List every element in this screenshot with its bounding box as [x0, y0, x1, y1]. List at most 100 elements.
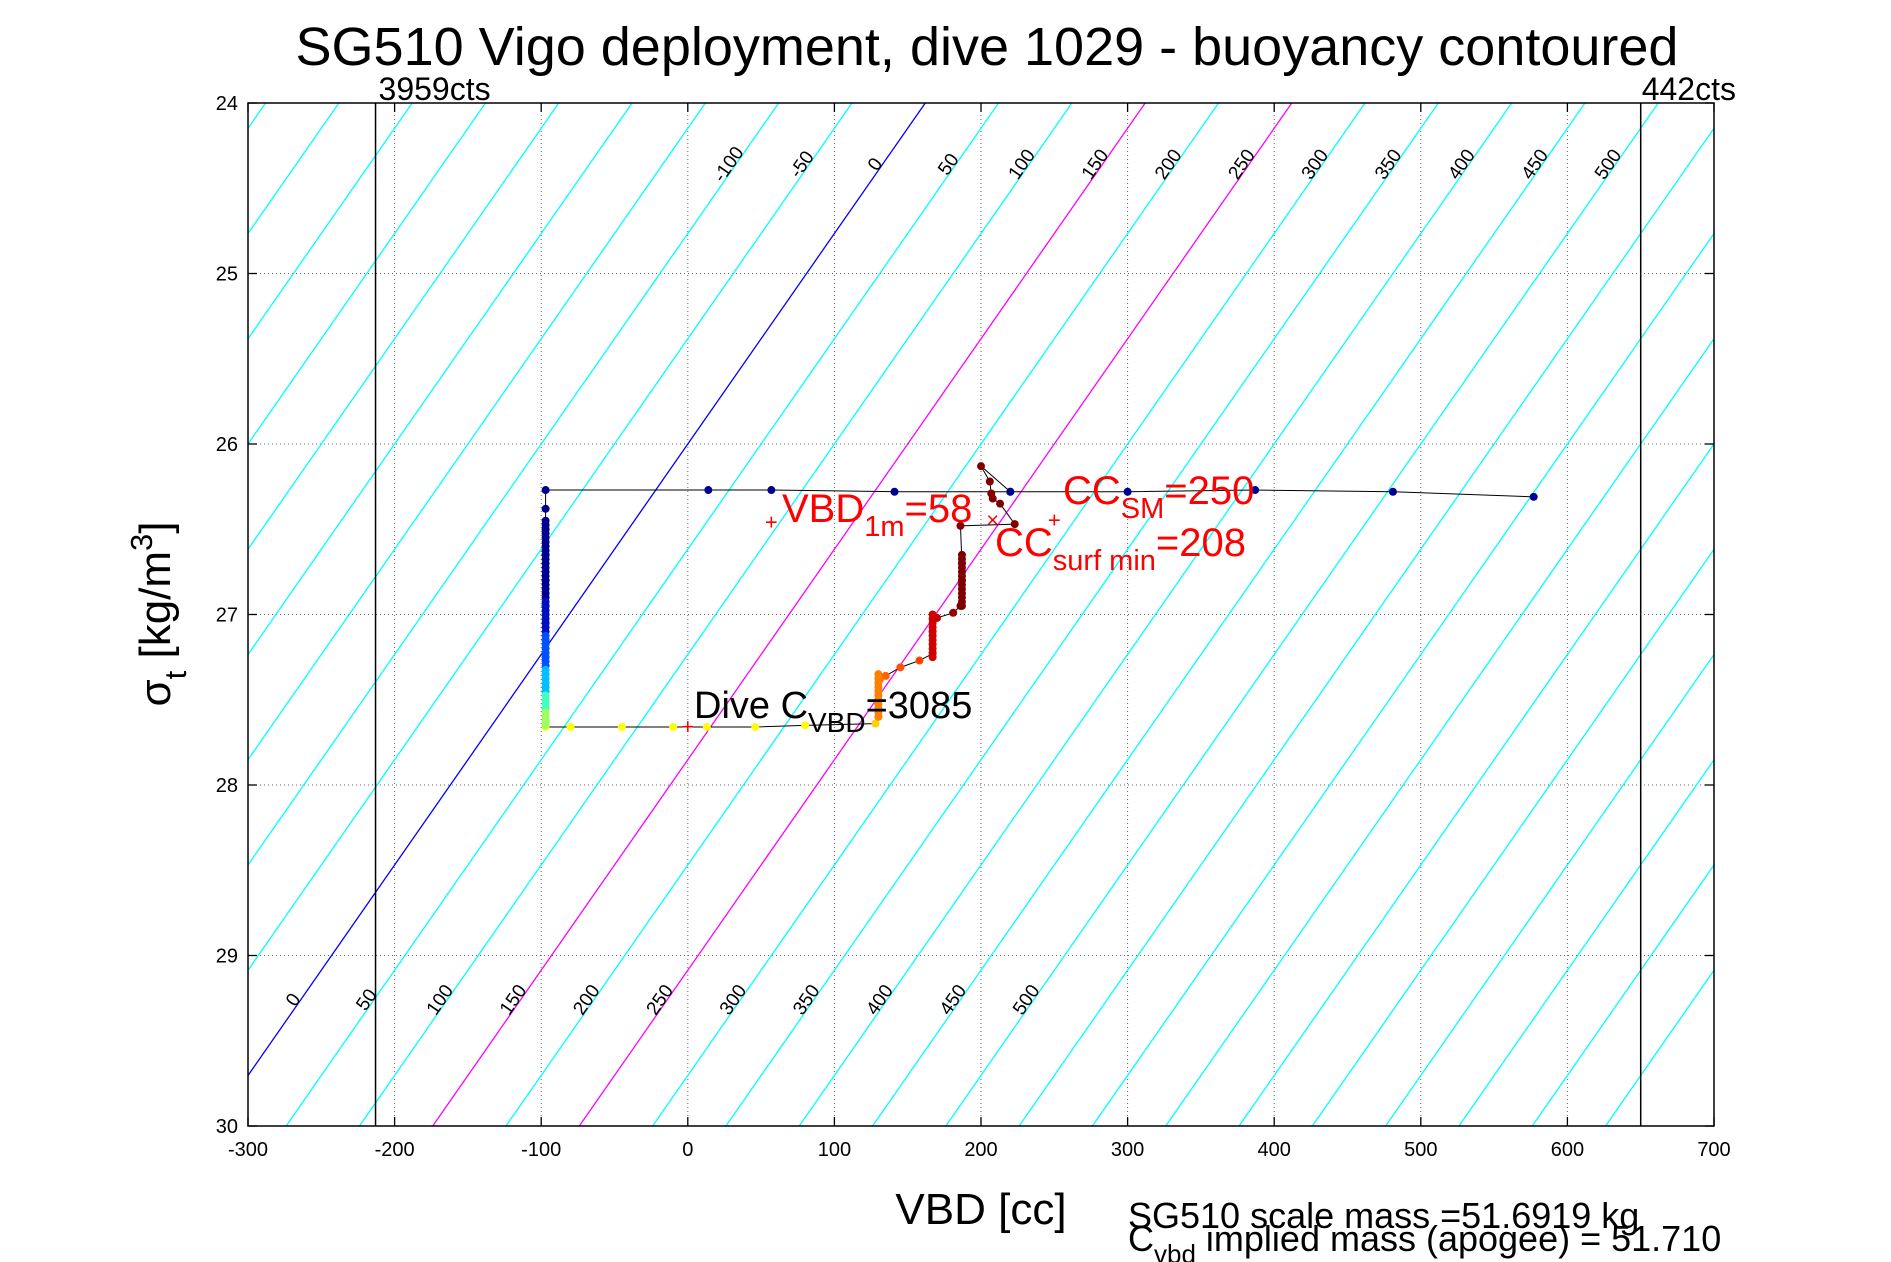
contour-label: 450: [936, 981, 971, 1019]
data-point: [957, 601, 966, 610]
annotation-ccsurf-prefix: CC: [995, 521, 1053, 565]
contour-label: -100: [710, 143, 749, 186]
contour-line: [798, 103, 1513, 1126]
contour-line: [285, 103, 1000, 1126]
annotation-ccsm-value: =250: [1164, 469, 1254, 513]
data-point: [1010, 520, 1019, 529]
data-point: [874, 712, 883, 721]
y-tick-label: 27: [216, 605, 238, 627]
contour-label: 150: [1078, 146, 1113, 184]
contour-line: [248, 103, 487, 446]
y-tick-label: 24: [216, 93, 238, 115]
contour-line: [248, 103, 780, 867]
contour-line: [1311, 548, 1714, 1126]
scale-mass-note: SG510 scale mass =51.6919 kg: [1128, 1195, 1639, 1236]
contour-line: [248, 103, 853, 972]
contour-line: [1238, 442, 1714, 1126]
annotation-ccsm-prefix: CC: [1063, 469, 1121, 513]
annotation-ccsm-sub: SM: [1121, 493, 1165, 525]
contour-line: [725, 103, 1439, 1126]
contour-line: [248, 103, 926, 1077]
x-tick-label: 400: [1258, 1139, 1291, 1161]
contour-lines: [0, 103, 1714, 1126]
data-point: [896, 663, 905, 672]
markers: + + × +: [681, 508, 1060, 739]
x-tick-label: 300: [1111, 1139, 1144, 1161]
annotation-dive-cvbd-prefix: Dive C: [694, 685, 808, 727]
data-point: [801, 721, 810, 730]
contour-line: [945, 103, 1659, 1126]
vbd-limit-lines: 3959cts 442cts: [374, 71, 1736, 1126]
annotation-ccsurf: CCsurf min=208: [995, 521, 1246, 577]
vbd-limit-label: 442cts: [1642, 71, 1736, 107]
contour-line: [871, 103, 1586, 1126]
x-tick-label: 100: [818, 1139, 851, 1161]
annotation-ccsm: CCSM=250: [1063, 469, 1254, 525]
data-point: [871, 719, 880, 728]
marker-plus: +: [1048, 508, 1061, 533]
data-point: [566, 723, 575, 732]
data-point: [1251, 486, 1260, 495]
contour-line: [1018, 127, 1714, 1126]
data-point: [1006, 487, 1015, 496]
x-tick-label: -100: [521, 1139, 561, 1161]
x-tick-label: 600: [1551, 1139, 1584, 1161]
contour-label: 50: [352, 985, 381, 1014]
data-point: [617, 723, 626, 732]
x-tick-label: 500: [1404, 1139, 1437, 1161]
contour-label: 350: [789, 981, 824, 1019]
data-point: [541, 486, 550, 495]
x-axis-label: VBD [cc]: [895, 1185, 1066, 1234]
vbd-limit-label: 3959cts: [379, 71, 491, 107]
y-axis-label: σt [kg/m3]: [124, 521, 193, 706]
contour-line: [358, 103, 1073, 1126]
contour-label: 300: [716, 981, 751, 1019]
contour-label: 50: [934, 150, 963, 179]
data-series: [541, 462, 1538, 732]
data-point: [704, 486, 713, 495]
contour-line: [1531, 863, 1714, 1126]
data-point: [541, 504, 550, 513]
marker-cross: ×: [986, 508, 999, 533]
contour-label: 500: [1009, 981, 1044, 1019]
data-point: [751, 723, 760, 732]
contour-label: 400: [863, 981, 898, 1019]
y-tick-label: 29: [216, 946, 238, 968]
contour-line: [505, 103, 1220, 1126]
contour-line: [0, 103, 46, 1126]
marker-plus: +: [765, 509, 778, 534]
data-point: [949, 608, 958, 617]
contour-line: [248, 103, 560, 551]
annotation-dive-cvbd: Dive CVBD=3085: [694, 685, 972, 738]
data-point: [890, 487, 899, 496]
contour-label: 100: [1005, 146, 1040, 184]
y-tick-label: 30: [216, 1116, 238, 1138]
contour-line: [652, 103, 1366, 1126]
data-point: [988, 494, 997, 503]
contour-label: 500: [1591, 146, 1626, 184]
data-point: [702, 723, 711, 732]
contour-label: 0: [864, 154, 887, 175]
y-axis-label-close: ]: [131, 521, 180, 533]
contour-line: [432, 103, 1146, 1126]
grid: [248, 103, 1714, 1126]
y-axis-label-sub: t: [158, 670, 193, 679]
data-point: [996, 499, 1005, 508]
annotation-vbd1m-value: =58: [905, 487, 973, 531]
data-point: [669, 723, 678, 732]
contour-line: [248, 103, 706, 761]
data-point: [1529, 492, 1538, 501]
y-tick-label: 26: [216, 434, 238, 456]
data-point: [1123, 487, 1132, 496]
contour-label: 200: [1151, 146, 1186, 184]
data-point: [767, 486, 776, 495]
contour-line: [1385, 653, 1714, 1126]
contour-label: -50: [786, 147, 819, 182]
implied-mass-sub: vbd: [1154, 1239, 1196, 1262]
y-tick-label: 25: [216, 264, 238, 286]
data-point: [956, 521, 965, 530]
y-tick-label: 28: [216, 775, 238, 797]
implied-mass-prefix: C: [1128, 1218, 1154, 1259]
x-tick-label: 0: [682, 1139, 693, 1161]
contour-line: [1458, 758, 1714, 1126]
